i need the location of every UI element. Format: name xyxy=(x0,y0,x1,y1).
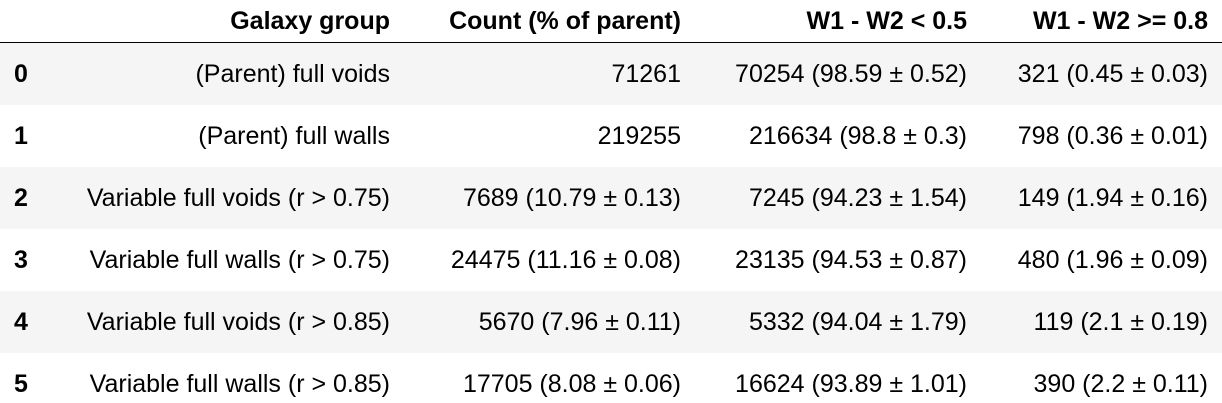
header-w1-w2-ge-0-8: W1 - W2 >= 0.8 xyxy=(981,0,1222,43)
row-index: 2 xyxy=(14,183,28,212)
table-header: Galaxy group Count (% of parent) W1 - W2… xyxy=(0,0,1222,43)
header-count: Count (% of parent) xyxy=(404,0,695,43)
table-row: 2 Variable full voids (r > 0.75) 7689 (1… xyxy=(0,167,1222,229)
cell-w1-w2-lt-0-5: 216634 (98.8 ± 0.3) xyxy=(748,121,967,150)
cell-galaxy-group: Variable full voids (r > 0.75) xyxy=(86,183,390,212)
header-row: Galaxy group Count (% of parent) W1 - W2… xyxy=(0,0,1222,43)
cell-w1-w2-lt-0-5: 7245 (94.23 ± 1.54) xyxy=(748,183,967,212)
cell-galaxy-group: (Parent) full walls xyxy=(198,121,390,150)
row-index: 4 xyxy=(14,307,28,336)
cell-w1-w2-ge-0-8: 149 (1.94 ± 0.16) xyxy=(1017,183,1208,212)
cell-w1-w2-ge-0-8: 321 (0.45 ± 0.03) xyxy=(1017,59,1208,88)
table-body: 0 (Parent) full voids 71261 70254 (98.59… xyxy=(0,42,1222,403)
cell-galaxy-group: (Parent) full voids xyxy=(195,59,390,88)
cell-w1-w2-lt-0-5: 16624 (93.89 ± 1.01) xyxy=(735,369,967,398)
cell-galaxy-group: Variable full walls (r > 0.85) xyxy=(89,369,390,398)
header-index xyxy=(0,0,44,43)
header-w1-w2-lt-0-5: W1 - W2 < 0.5 xyxy=(695,0,981,43)
table-row: 0 (Parent) full voids 71261 70254 (98.59… xyxy=(0,42,1222,105)
cell-count: 17705 (8.08 ± 0.06) xyxy=(462,369,681,398)
cell-galaxy-group: Variable full voids (r > 0.85) xyxy=(86,307,390,336)
cell-w1-w2-ge-0-8: 390 (2.2 ± 0.11) xyxy=(1033,369,1208,398)
cell-count: 7689 (10.79 ± 0.13) xyxy=(462,183,681,212)
cell-w1-w2-lt-0-5: 70254 (98.59 ± 0.52) xyxy=(735,59,967,88)
cell-count: 5670 (7.96 ± 0.11) xyxy=(478,307,681,336)
table-row: 4 Variable full voids (r > 0.85) 5670 (7… xyxy=(0,291,1222,353)
cell-count: 219255 xyxy=(597,121,681,150)
cell-w1-w2-ge-0-8: 480 (1.96 ± 0.09) xyxy=(1017,245,1208,274)
cell-w1-w2-lt-0-5: 5332 (94.04 ± 1.79) xyxy=(748,307,967,336)
header-galaxy-group: Galaxy group xyxy=(44,0,404,43)
cell-galaxy-group: Variable full walls (r > 0.75) xyxy=(89,245,390,274)
cell-w1-w2-ge-0-8: 798 (0.36 ± 0.01) xyxy=(1017,121,1208,150)
table-row: 5 Variable full walls (r > 0.85) 17705 (… xyxy=(0,353,1222,403)
row-index: 0 xyxy=(14,59,28,88)
table-row: 3 Variable full walls (r > 0.75) 24475 (… xyxy=(0,229,1222,291)
row-index: 5 xyxy=(14,369,28,398)
cell-count: 71261 xyxy=(611,59,681,88)
table-row: 1 (Parent) full walls 219255 216634 (98.… xyxy=(0,105,1222,167)
cell-w1-w2-ge-0-8: 119 (2.1 ± 0.19) xyxy=(1033,307,1208,336)
row-index: 1 xyxy=(14,121,28,150)
cell-w1-w2-lt-0-5: 23135 (94.53 ± 0.87) xyxy=(735,245,967,274)
row-index: 3 xyxy=(14,245,28,274)
cell-count: 24475 (11.16 ± 0.08) xyxy=(450,245,681,274)
